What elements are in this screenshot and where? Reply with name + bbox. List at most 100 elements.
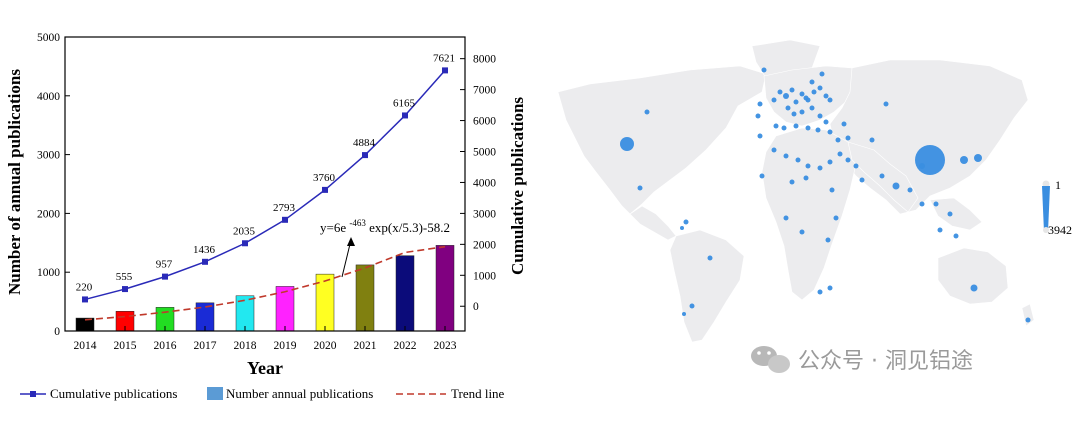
map-point-55 — [919, 201, 925, 207]
map-point-64 — [827, 285, 833, 291]
map-point-44 — [837, 151, 843, 157]
x-tick-label-2015: 2015 — [114, 340, 137, 352]
map-point-67 — [833, 215, 839, 221]
map-points — [620, 67, 1031, 323]
map-point-74 — [883, 101, 889, 107]
cumulative-label-2014: 220 — [76, 281, 93, 293]
legend-trend-label: Trend line — [451, 386, 505, 401]
world-landmass — [557, 39, 1035, 343]
y-axis-label: Number of annual publications — [5, 69, 24, 295]
map-point-71 — [755, 113, 761, 119]
map-point-63 — [817, 289, 823, 295]
cumulative-point-2017 — [202, 258, 208, 265]
map-point-31 — [835, 137, 841, 143]
map-point-58 — [937, 227, 943, 233]
y-tick-label-1000: 1000 — [37, 267, 60, 279]
australia — [937, 247, 1009, 305]
map-point-60 — [783, 215, 789, 221]
south-america — [669, 229, 745, 343]
map-point-73 — [869, 137, 875, 143]
bar-2023 — [435, 245, 455, 332]
map-point-34 — [809, 79, 815, 85]
equation-arrow — [341, 239, 352, 278]
map-point-49 — [892, 182, 900, 190]
map-point-72 — [759, 173, 765, 179]
cumulative-label-2020: 3760 — [313, 172, 336, 184]
map-point-19 — [823, 93, 829, 99]
map-point-66 — [1025, 317, 1031, 323]
publications-chart: 0 1000 2000 3000 4000 5000 0 1000 2000 3000 4000 50… — [0, 0, 530, 434]
cumulative-point-2016 — [162, 273, 168, 280]
map-point-10 — [771, 97, 777, 103]
x-tick-label-2023: 2023 — [434, 340, 457, 352]
map-point-1 — [620, 137, 634, 151]
map-point-11 — [777, 89, 783, 95]
cumulative-point-2019 — [282, 216, 288, 223]
y2-tick-label-7000: 7000 — [473, 85, 496, 97]
southeast-asia — [929, 197, 983, 231]
map-point-62 — [825, 237, 831, 243]
map-point-77 — [841, 121, 847, 127]
equation-arrowhead — [347, 237, 355, 246]
map-point-14 — [793, 99, 799, 105]
cumulative-point-2015 — [122, 286, 128, 293]
x-tick-label-2018: 2018 — [234, 340, 257, 352]
map-point-35 — [819, 71, 825, 77]
cumulative-point-2021 — [362, 152, 368, 159]
legend-max-dot — [1043, 227, 1049, 233]
map-point-22 — [799, 109, 805, 115]
legend-min-dot — [1042, 180, 1050, 188]
cumulative-point-2018 — [242, 240, 248, 247]
cumulative-line — [84, 69, 446, 301]
map-point-70 — [829, 187, 835, 193]
map-point-13 — [789, 87, 795, 93]
cumulative-point-2014 — [82, 296, 88, 303]
map-point-38 — [771, 147, 777, 153]
map-point-56 — [933, 201, 939, 207]
cumulative-label-2015: 555 — [116, 271, 133, 283]
map-point-33 — [803, 95, 809, 101]
map-point-48 — [879, 173, 885, 179]
cumulative-point-2020 — [322, 186, 328, 193]
y-tick-label-5000: 5000 — [37, 32, 60, 44]
map-point-26 — [781, 125, 787, 131]
legend-cumulative-marker — [30, 391, 36, 397]
cumulative-label-2021: 4884 — [353, 137, 376, 149]
x-axis-label: Year — [247, 358, 283, 378]
legend-annual-label: Number annual publications — [226, 386, 373, 401]
map-point-15 — [799, 91, 805, 97]
map-point-61 — [799, 229, 805, 235]
map-point-50 — [907, 187, 913, 193]
map-legend: 1 3942 — [1042, 178, 1072, 237]
legend-cumulative-label: Cumulative publications — [50, 386, 177, 401]
y2-tick-label-0: 0 — [473, 301, 479, 313]
x-tick-label-2019: 2019 — [274, 340, 297, 352]
cumulative-label-2022: 6165 — [393, 97, 416, 109]
svg-text:y=6e -463 exp(: y=6e -463 exp(x/5.3)-58.2 — [320, 214, 450, 235]
map-point-57 — [947, 211, 953, 217]
map-point-5 — [680, 226, 684, 230]
cumulative-label-2023: 7621 — [433, 52, 455, 64]
map-point-41 — [805, 163, 811, 169]
map-point-4 — [683, 219, 689, 225]
x-tick-label-2016: 2016 — [154, 340, 177, 352]
cumulative-label-2018: 2035 — [233, 225, 256, 237]
map-point-3 — [637, 185, 643, 191]
map-point-30 — [827, 129, 833, 135]
map-point-21 — [791, 111, 797, 117]
x-tick-label-2021: 2021 — [354, 340, 377, 352]
x-tick-label-2014: 2014 — [74, 340, 97, 352]
europe — [763, 65, 861, 127]
y2-tick-label-8000: 8000 — [473, 54, 496, 66]
x-tick-label-2017: 2017 — [194, 340, 217, 352]
bar-2019 — [275, 286, 295, 332]
map-point-76 — [823, 119, 829, 125]
map-point-9 — [757, 101, 763, 107]
map-point-46 — [853, 163, 859, 169]
map-point-45 — [845, 157, 851, 163]
y-tick-label-3000: 3000 — [37, 150, 60, 162]
world-map-svg: 1 3942 公众号 · 洞见铝途 — [557, 39, 1072, 374]
chart-legend: Cumulative publications Number annual pu… — [20, 386, 505, 401]
y2-tick-label-6000: 6000 — [473, 116, 496, 128]
y-tick-label-0: 0 — [54, 326, 60, 338]
